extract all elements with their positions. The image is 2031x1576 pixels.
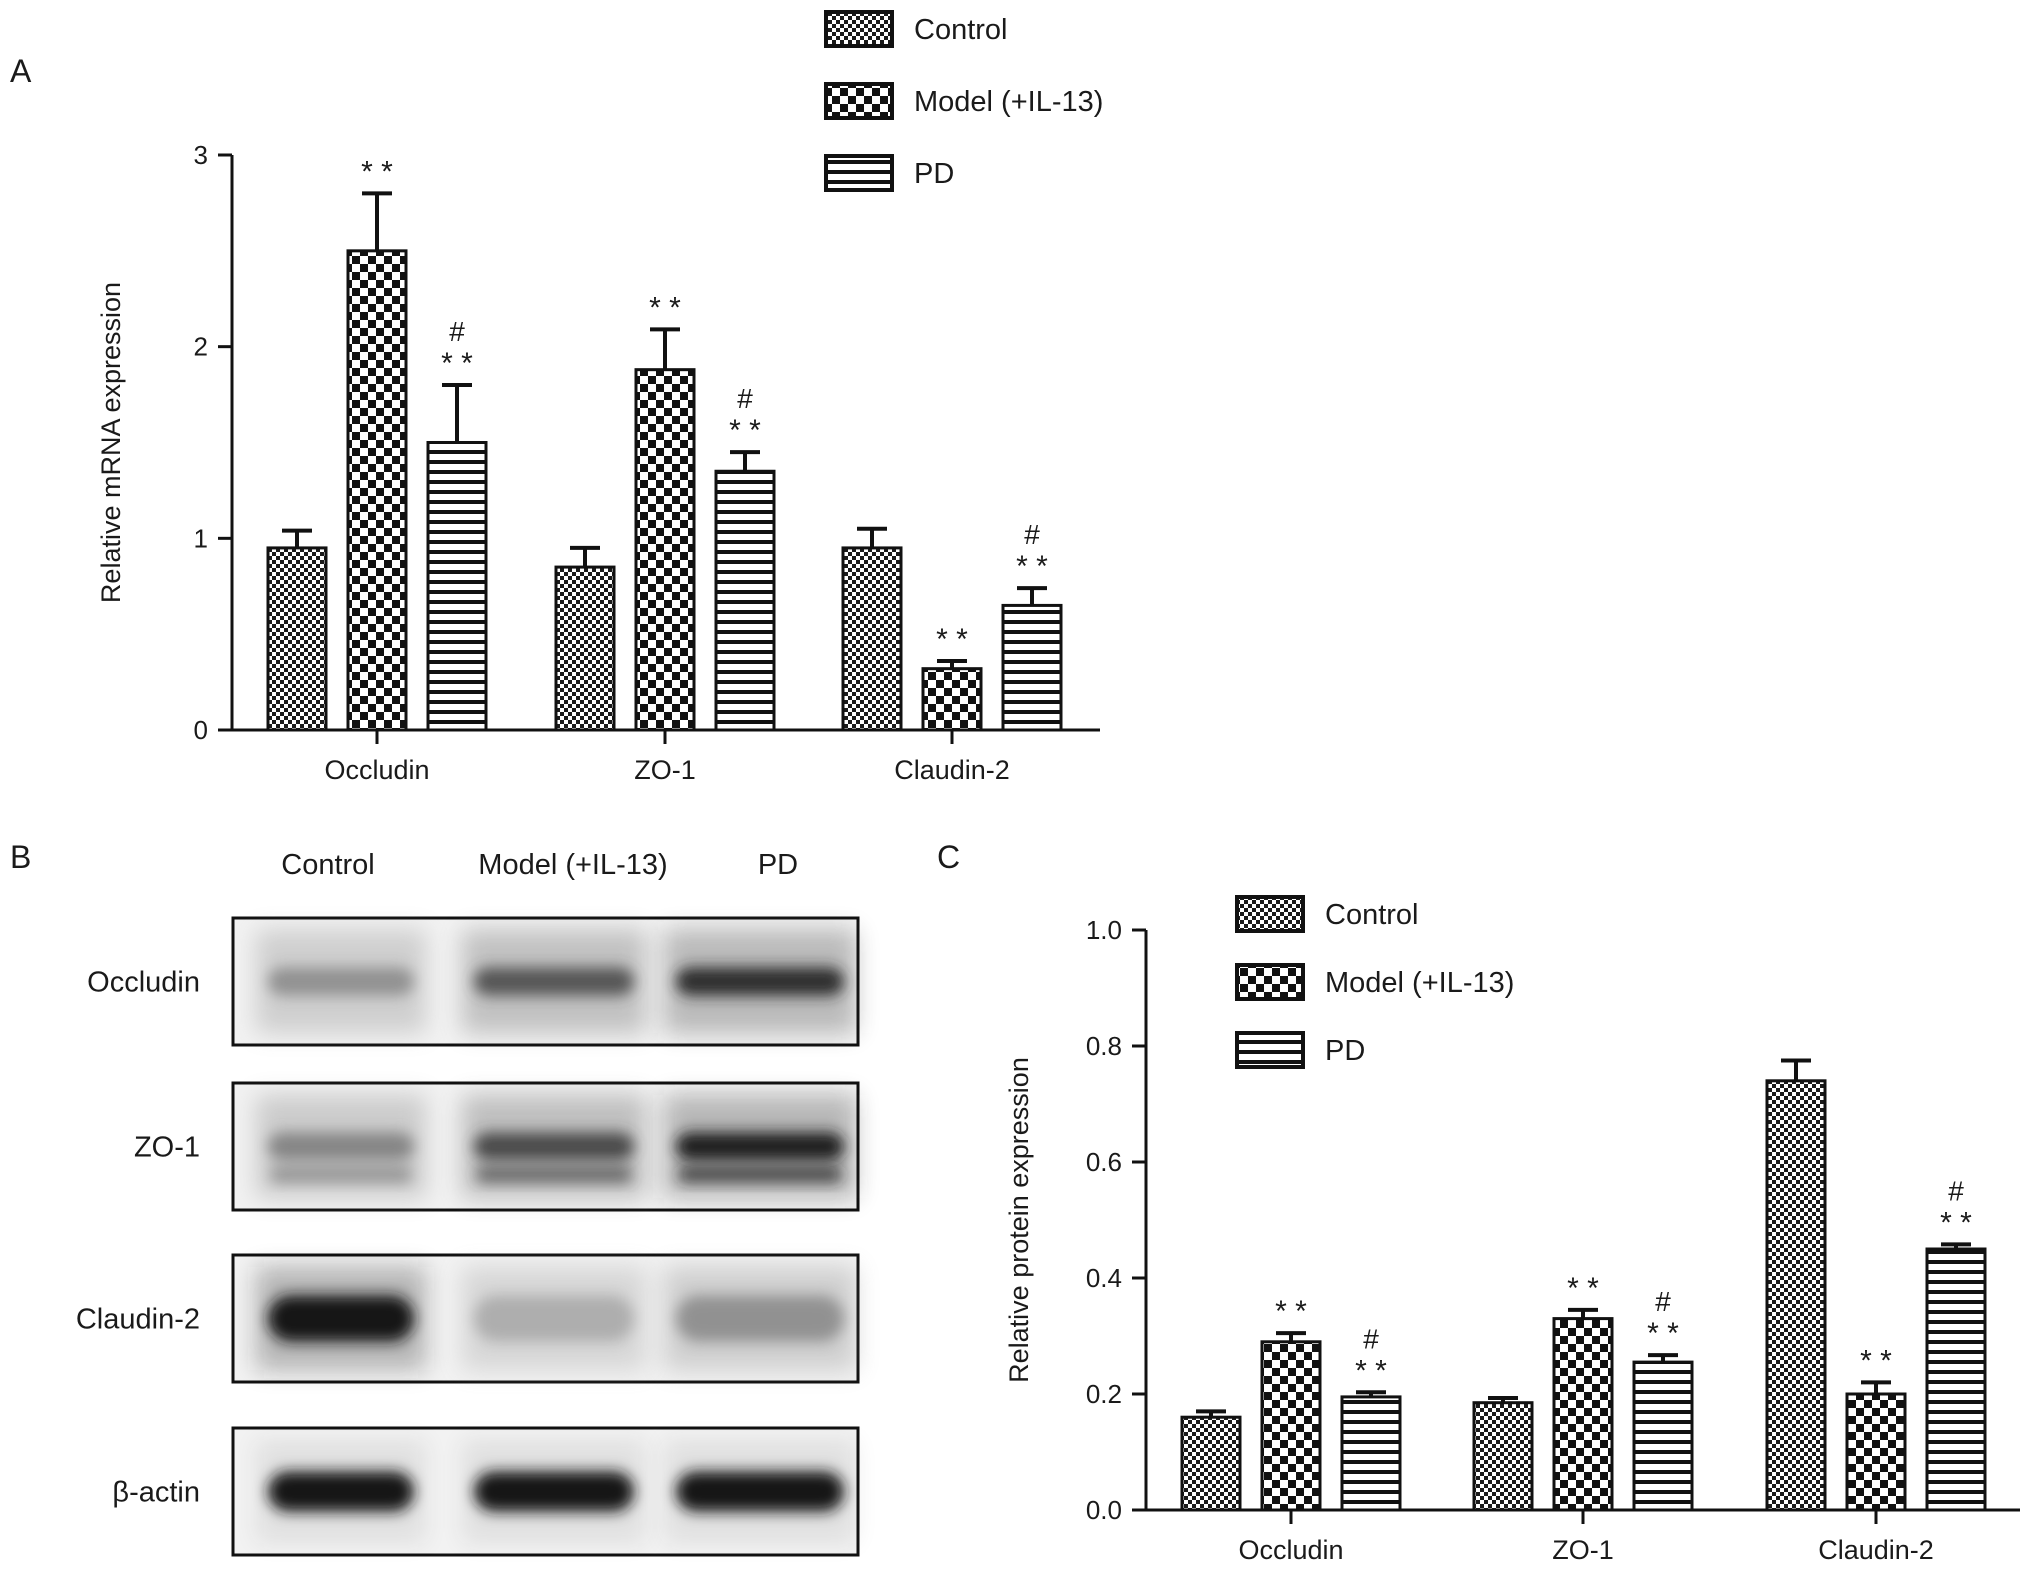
blot-row-label: Claudin-2	[76, 1304, 200, 1336]
blot-row-zo-1: ZO-1	[134, 1081, 860, 1212]
bar-pd-claudin-2	[1925, 1247, 1987, 1512]
blot-band	[676, 1132, 844, 1161]
legend-entry: PD	[914, 158, 954, 190]
blot-band	[676, 967, 844, 996]
significance-hash: #	[1024, 519, 1040, 550]
blot-band	[268, 1132, 414, 1161]
legend-entry: Control	[914, 14, 1008, 46]
blot-row--actin: β-actin	[112, 1426, 860, 1557]
lane-label: PD	[758, 849, 798, 881]
blot-band	[676, 1471, 844, 1512]
blot-row-label: Occludin	[87, 967, 200, 999]
bar-control-occludin	[1180, 1415, 1242, 1512]
bar-pd-occludin	[1340, 1395, 1402, 1512]
bar-model-il-13--zo-1	[634, 368, 696, 732]
y-tick-label: 0.8	[1086, 1031, 1122, 1061]
blot-band	[474, 1132, 634, 1161]
y-axis-title: Relative mRNA expression	[96, 282, 126, 603]
significance-stars: * *	[1275, 1295, 1307, 1328]
legend-swatch	[824, 82, 894, 120]
x-tick-label: Occludin	[1238, 1535, 1343, 1565]
legend-entry: Control	[1325, 899, 1419, 931]
legend-swatch	[824, 10, 894, 48]
blot-band	[268, 1471, 414, 1512]
y-tick-label: 0.2	[1086, 1379, 1122, 1409]
blot-band-secondary	[678, 1166, 842, 1183]
lane-label: Model (+IL-13)	[478, 849, 667, 881]
legend-swatch	[1235, 895, 1305, 933]
blot-row-claudin-2: Claudin-2	[76, 1253, 860, 1384]
bar-control-zo-1	[554, 565, 616, 732]
blot-row-label: ZO-1	[134, 1132, 200, 1164]
significance-hash: #	[1948, 1175, 1964, 1206]
blot-row-occludin: Occludin	[87, 916, 860, 1047]
significance-stars: * *	[441, 347, 473, 380]
panel-label-b: B	[10, 839, 31, 875]
y-tick-label: 3	[194, 140, 208, 170]
bar-pd-zo-1	[1632, 1360, 1694, 1512]
significance-stars: * *	[1567, 1272, 1599, 1305]
bar-model-il-13--zo-1	[1552, 1317, 1614, 1512]
bar-pd-zo-1	[714, 469, 776, 732]
significance-stars: * *	[361, 155, 393, 188]
bar-pd-claudin-2	[1001, 603, 1063, 732]
significance-stars: * *	[936, 623, 968, 656]
chart-panel-a: 0 1 2 3 Relative mRNA expression Occludin * * *…	[96, 10, 1103, 785]
western-blot-panel-b: Control Model (+IL-13) PD Occludin ZO-1 Claud…	[76, 849, 860, 1557]
blot-band	[474, 1471, 634, 1512]
x-tick-label: Claudin-2	[1818, 1535, 1934, 1565]
significance-stars: * *	[1860, 1344, 1892, 1377]
y-tick-label: 0.0	[1086, 1495, 1122, 1525]
bar-control-occludin	[266, 546, 328, 732]
legend-swatch	[1235, 1031, 1305, 1069]
blot-band	[474, 967, 634, 996]
y-tick-label: 0.4	[1086, 1263, 1122, 1293]
legend-entry: Model (+IL-13)	[1325, 967, 1514, 999]
blot-band	[268, 967, 414, 996]
panel-label-c: C	[937, 839, 960, 875]
y-tick-label: 0	[194, 715, 208, 745]
significance-stars: * *	[1647, 1317, 1679, 1350]
significance-hash: #	[737, 383, 753, 414]
panel-label-a: A	[10, 53, 32, 89]
bar-control-claudin-2	[841, 546, 903, 732]
bar-control-claudin-2	[1765, 1079, 1827, 1512]
blot-band-secondary	[270, 1166, 412, 1183]
y-axis-title: Relative protein expression	[1004, 1057, 1034, 1383]
bar-control-zo-1	[1472, 1401, 1534, 1512]
blot-row-label: β-actin	[112, 1477, 200, 1509]
blot-band	[676, 1295, 844, 1342]
lane-label: Control	[281, 849, 375, 881]
legend-swatch	[824, 154, 894, 192]
bar-model-il-13--claudin-2	[1845, 1392, 1907, 1512]
significance-hash: #	[1363, 1323, 1379, 1354]
blot-band-secondary	[476, 1166, 632, 1183]
significance-stars: * *	[1940, 1206, 1972, 1239]
x-tick-label: Claudin-2	[894, 755, 1010, 785]
bar-model-il-13--claudin-2	[921, 667, 983, 732]
x-tick-label: ZO-1	[1552, 1535, 1614, 1565]
x-tick-label: Occludin	[324, 755, 429, 785]
significance-stars: * *	[649, 291, 681, 324]
bar-pd-occludin	[426, 441, 488, 732]
bar-model-il-13--occludin	[1260, 1340, 1322, 1512]
y-tick-label: 1	[194, 523, 208, 553]
legend-entry: PD	[1325, 1035, 1365, 1067]
x-tick-label: ZO-1	[634, 755, 696, 785]
significance-hash: #	[449, 316, 465, 347]
significance-stars: * *	[729, 414, 761, 447]
significance-stars: * *	[1355, 1354, 1387, 1387]
y-tick-label: 1.0	[1086, 915, 1122, 945]
legend-entry: Model (+IL-13)	[914, 86, 1103, 118]
blot-band	[474, 1295, 634, 1342]
chart-panel-c: 0.0 0.2 0.4 0.6 0.8 1.0 Relative protein expre…	[1004, 895, 2020, 1565]
legend-swatch	[1235, 963, 1305, 1001]
blot-band	[268, 1295, 414, 1342]
significance-hash: #	[1655, 1286, 1671, 1317]
y-tick-label: 2	[194, 332, 208, 362]
significance-stars: * *	[1016, 550, 1048, 583]
y-tick-label: 0.6	[1086, 1147, 1122, 1177]
bar-model-il-13--occludin	[346, 249, 408, 732]
